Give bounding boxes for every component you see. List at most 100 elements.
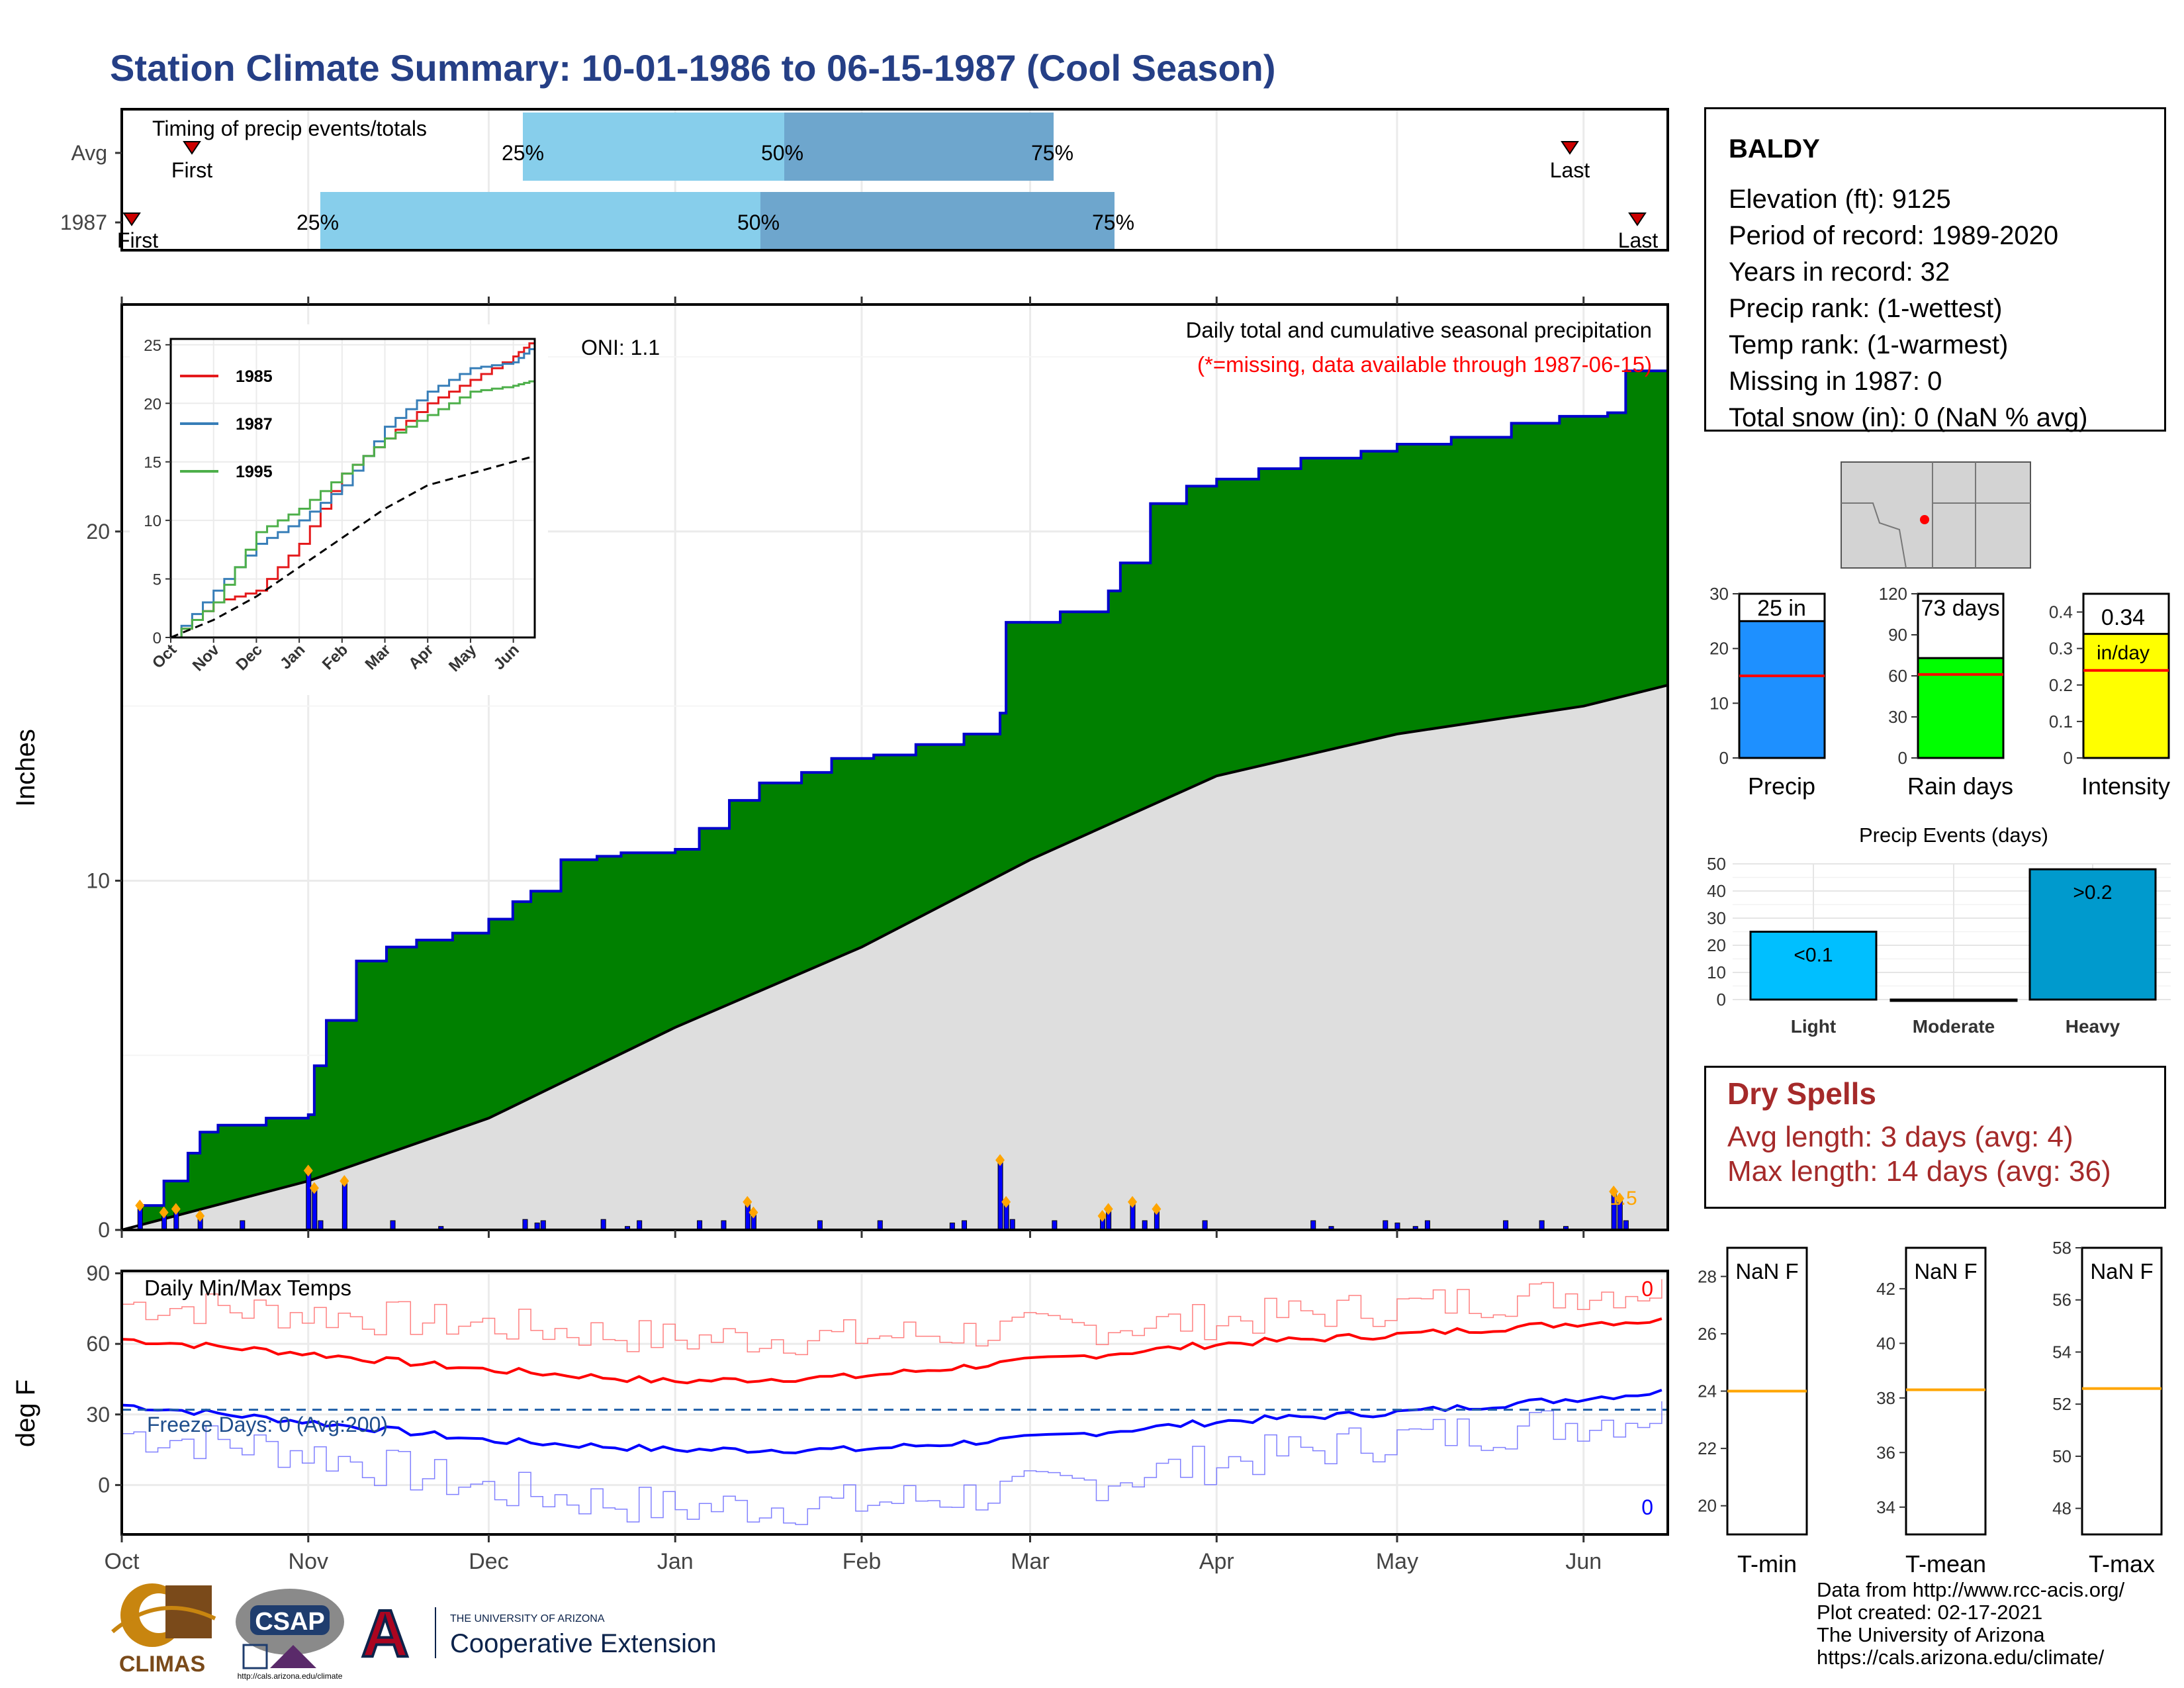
temp-max-avg xyxy=(121,1317,1662,1385)
temp-ytick-label: 30 xyxy=(86,1403,110,1427)
daily-max-marker xyxy=(1001,1196,1011,1208)
station-precip-rank: Precip rank: (1-wettest) xyxy=(1729,294,2003,323)
daily-precip-bar xyxy=(197,1215,203,1231)
daily-precip-bar xyxy=(1611,1191,1617,1231)
station-location-marker xyxy=(1920,515,1929,524)
timing-1987-q25: 25% xyxy=(296,211,339,234)
station-years: Years in record: 32 xyxy=(1729,258,1950,287)
tbox-tmin-name: T-min xyxy=(1737,1550,1797,1577)
temp-ytick-label: 60 xyxy=(86,1332,110,1356)
ua-big-text: Cooperative Extension xyxy=(450,1629,716,1658)
gauge-tick-label: 0.1 xyxy=(2049,712,2073,731)
events-bar-label: <0.1 xyxy=(1794,945,1833,966)
average-area xyxy=(122,685,1668,1230)
tbox-tick-label: 28 xyxy=(1698,1266,1717,1286)
daily-precip-bar xyxy=(1617,1198,1623,1231)
daily-precip-bar xyxy=(306,1170,312,1231)
timing-1987-q75: 75% xyxy=(1092,211,1134,234)
min-count: 0 xyxy=(1641,1495,1653,1519)
daily-trace-bar xyxy=(390,1220,396,1231)
gauge-intensity-name: Intensity xyxy=(2081,773,2170,800)
daily-max-marker xyxy=(171,1203,181,1215)
inset-ytick-label: 10 xyxy=(144,512,161,530)
inset-ytick-label: 5 xyxy=(153,571,161,589)
temp-ytick-label: 0 xyxy=(98,1473,110,1497)
timing-avg-q50: 50% xyxy=(761,141,803,165)
inset-xtick-label: May xyxy=(445,641,480,676)
daily-precip-bar xyxy=(745,1201,751,1231)
tbox-frame xyxy=(1726,1246,1808,1536)
gauge-bar xyxy=(1917,657,2005,759)
daily-precip-bar xyxy=(751,1212,756,1231)
daily-trace-bar xyxy=(1052,1220,1058,1231)
dry-spells-box: Dry Spells Avg length: 3 days (avg: 4) M… xyxy=(1704,1066,2166,1209)
daily-precip-bar xyxy=(1130,1201,1136,1231)
main-ytick-label: 0 xyxy=(98,1218,110,1242)
gauge-tick-label: 0 xyxy=(1898,748,1907,768)
station-missing: Missing in 1987: 0 xyxy=(1729,367,1942,396)
map-state-border xyxy=(1932,462,2030,568)
gauge-tick-label: 30 xyxy=(1888,707,1907,727)
credit-line: Plot created: 02-17-2021 xyxy=(1817,1601,2043,1624)
credit-line: The University of Arizona xyxy=(1817,1623,2045,1646)
main-subtitle: Daily total and cumulative seasonal prec… xyxy=(1186,318,1652,342)
tbox-tmax-label: NaN F xyxy=(2090,1259,2153,1284)
daily-trace-bar xyxy=(318,1220,324,1231)
gauge-frame xyxy=(1917,592,2005,759)
inset-xtick-label: Jan xyxy=(277,641,308,673)
daily-precip-bar xyxy=(173,1208,179,1231)
daily-trace-bar xyxy=(1539,1220,1545,1231)
gauge-frame xyxy=(1738,592,1826,759)
daily-trace-bar xyxy=(1310,1220,1316,1231)
events-category-label: Light xyxy=(1791,1016,1836,1037)
daily-max-marker xyxy=(1103,1203,1113,1215)
tbox-tick-label: 54 xyxy=(2052,1342,2071,1362)
timing-marker xyxy=(1628,212,1647,226)
main-frame xyxy=(120,303,1669,1231)
daily-max-marker xyxy=(1152,1203,1161,1215)
temp-min-avg xyxy=(121,1388,1662,1454)
map-state-border xyxy=(1841,502,1907,569)
ua-block-a: A xyxy=(361,1597,409,1668)
temp-title: Daily Min/Max Temps xyxy=(144,1276,351,1300)
events-category-label: Moderate xyxy=(1913,1016,1995,1037)
gauge-precip-value: 25 in xyxy=(1757,596,1806,621)
timing-avg-q25-q50 xyxy=(523,113,784,181)
tbox-tick-label: 48 xyxy=(2052,1499,2071,1519)
station-period: Period of record: 1989-2020 xyxy=(1729,221,2059,250)
temp-frame xyxy=(120,1270,1669,1536)
tbox-tick-label: 20 xyxy=(1698,1496,1717,1516)
dry-spells-max: Max length: 14 days (avg: 36) xyxy=(1727,1155,2111,1188)
daily-trace-bar xyxy=(1424,1220,1430,1231)
temp-max-daily xyxy=(122,1279,1662,1356)
gauge-frame xyxy=(2082,592,2170,759)
gauge-bar xyxy=(1738,620,1826,759)
station-name: BALDY xyxy=(1729,134,1820,164)
inset-legend-label: 1995 xyxy=(236,463,273,481)
gauge-tick-label: 0 xyxy=(1719,748,1729,768)
daily-precip-bar xyxy=(625,1226,631,1231)
inset-legend-label: 1985 xyxy=(236,367,273,386)
daily-trace-bar xyxy=(962,1220,968,1231)
tbox-tick-label: 36 xyxy=(1876,1442,1895,1462)
credits: Data from http://www.rcc-acis.org/ Plot … xyxy=(1817,1579,2124,1669)
daily-precip-bar xyxy=(949,1222,955,1231)
daily-max-marker xyxy=(309,1182,319,1194)
month-axis-label: May xyxy=(1376,1549,1418,1574)
daily-precip-bar xyxy=(1009,1219,1015,1231)
tbox-tick-label: 24 xyxy=(1698,1382,1717,1401)
peak-label: 1.5 xyxy=(1610,1188,1637,1209)
daily-precip-bar xyxy=(1100,1215,1106,1231)
month-axis-label: Dec xyxy=(469,1549,508,1574)
daily-max-marker xyxy=(1128,1196,1138,1208)
tbox-tick-label: 38 xyxy=(1876,1388,1895,1408)
daily-precip-bar xyxy=(1154,1208,1160,1231)
gauge-raindays-value: 73 days xyxy=(1921,596,1999,621)
dry-spells-title: Dry Spells xyxy=(1727,1076,1876,1111)
daily-max-marker xyxy=(1609,1185,1619,1197)
daily-trace-bar xyxy=(817,1220,823,1231)
gauge-precip-name: Precip xyxy=(1748,773,1815,800)
gauge-tick-label: 30 xyxy=(1709,584,1729,604)
climas-logo: CLIMAS xyxy=(111,1583,216,1677)
inset-series-average xyxy=(170,455,535,639)
